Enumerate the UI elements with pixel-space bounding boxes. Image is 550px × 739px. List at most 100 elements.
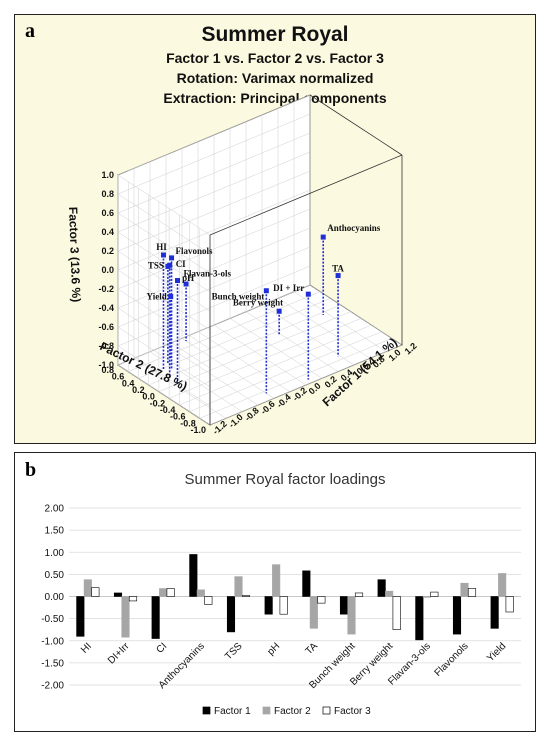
y-tick-label: 0.50 [45,570,65,581]
y-tick-label: -1.00 [41,636,64,647]
box-edge [309,94,403,156]
grid-line [117,170,311,252]
y-tick-label: 0.8 [101,365,114,375]
category-label: TA [304,641,321,658]
point-label: CI [176,259,186,269]
grid-line [117,113,311,195]
bar [430,591,439,597]
data-point [276,308,282,314]
bar-plot: Summer Royal factor loadings 2.00 1.50 1.0… [41,471,521,717]
grid-line [117,94,311,176]
grid-line [128,291,321,372]
bar [159,588,168,597]
point-label: pH [182,273,194,283]
bar [505,596,514,613]
grid-line [293,291,387,352]
bars [76,554,514,641]
bar [76,596,85,637]
gridlines [69,507,521,686]
panel-a-letter: a [25,20,35,42]
data-point [168,294,174,300]
point-label: Bunch weight [212,292,265,302]
data-points: HI DI + Irr CI Anthocyanins TSS pH TA Bunch wei… [147,223,381,394]
x-tick-label: 1.2 [403,341,419,357]
point-label: DI + Irr [273,283,304,293]
bar [490,596,499,629]
data-point [175,278,181,283]
y-tick-label: 2.00 [45,504,65,515]
bar [422,596,431,598]
bar [234,576,243,597]
grid-line [209,344,403,426]
category-label: Yield [485,641,508,664]
grid-line [165,344,259,406]
y-tick-label: -0.2 [150,398,166,408]
bar [166,588,175,597]
grid-line [261,304,355,366]
category-label: CI [154,641,169,656]
z-tick-label: 1.0 [101,170,114,180]
grid-line [117,208,311,290]
grid-line [117,364,211,426]
z-tick-label: -0.6 [98,322,114,332]
point-label: Berry weight [233,297,283,307]
grid-line [169,318,362,399]
z-tick-label: 0.0 [101,265,114,275]
grid-line [117,269,211,331]
bar [415,596,424,641]
bar-chart-title: Summer Royal factor loadings [185,471,386,488]
z-tick-label: -0.2 [98,284,114,294]
bar [226,596,236,633]
bar [264,596,273,615]
legend-label: Factor 1 [214,706,251,717]
point-label: TA [332,264,344,274]
bar [385,590,394,597]
z-tick-label: 0.6 [101,208,114,218]
category-label: Flavonols [433,641,471,679]
grid-line [199,338,392,419]
grid-line [213,324,307,386]
grid-line [117,265,311,347]
bar [339,596,349,615]
bar [302,570,311,597]
panel-b-letter: b [25,459,37,481]
legend-label: Factor 3 [334,706,371,717]
grid-line [149,351,243,412]
axis-ticks: -1.2-1.0-0.8-0.6-0.4-0.20.0 0.2 0.4 0.6 0.8 1… [98,170,418,436]
y-tick-label: 0.4 [122,378,135,388]
y-tick-label: 0.0 [142,392,155,402]
grid-line [117,307,211,369]
y-tick-label: 1.50 [45,526,65,537]
panel-a-3d-scatter: a Summer Royal Factor 1 vs. Factor 2 vs.… [14,14,536,444]
bar [309,596,318,629]
box-edge [209,154,403,236]
bar [347,596,356,635]
scatter3d-subtitle-1: Factor 1 vs. Factor 2 vs. Factor 3 [166,50,384,66]
y-tick-label: 0.6 [112,372,125,382]
grid-line [229,318,323,379]
bar [460,582,469,597]
point-label: Flavan-3-ols [184,269,232,279]
grid-line [133,358,227,419]
bar [272,564,281,597]
category-label: pH [265,641,282,658]
category-label: TSS [223,641,245,663]
bar [91,587,100,597]
legend-swatch [322,706,331,715]
data-point [183,281,189,287]
y-tick-label: -1.50 [41,658,64,669]
y-tick-label: -0.4 [160,405,176,415]
bar [354,592,364,597]
grid-line [117,227,311,309]
grid-line [117,284,311,366]
bar [241,595,251,597]
grid-line [117,189,311,271]
point-label: Anthocyanins [327,223,381,233]
grid-line [179,324,372,406]
data-point [165,263,171,269]
grid-line [158,311,351,392]
bar [377,579,386,597]
grid-line [117,132,311,214]
z-tick-label: 0.2 [101,246,114,256]
grid-line [117,193,211,255]
